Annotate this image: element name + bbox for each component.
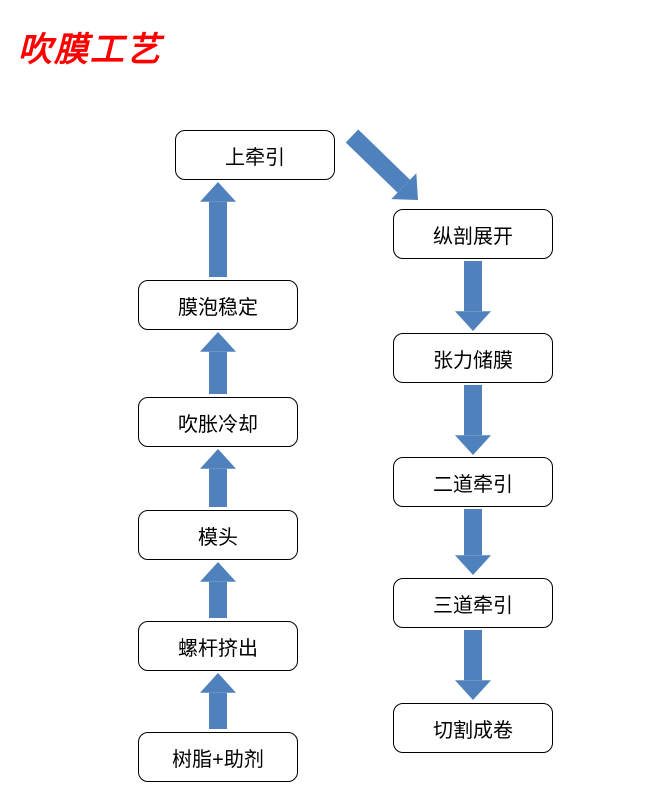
- flow-arrow-n_haul3-n_cut: [455, 630, 491, 705]
- flow-node-n_resin: 树脂+助剂: [138, 732, 298, 782]
- flow-node-n_haul3: 三道牵引: [393, 578, 553, 628]
- flow-arrow-n_haul1-n_slit: [316, 100, 454, 241]
- flow-node-n_screw: 螺杆挤出: [138, 621, 298, 671]
- flow-node-n_inflate: 吹胀冷却: [138, 397, 298, 447]
- flow-arrow-n_resin-n_screw: [200, 673, 236, 734]
- flow-arrow-n_screw-n_die: [200, 562, 236, 623]
- page-title: 吹膜工艺: [18, 22, 162, 71]
- flow-node-n_haul1: 上牵引: [175, 130, 335, 180]
- flow-node-n_bubble: 膜泡稳定: [138, 280, 298, 330]
- flow-node-n_die: 模头: [138, 510, 298, 560]
- flow-arrow-n_tension-n_haul2: [455, 385, 491, 460]
- flow-node-n_cut: 切割成卷: [393, 703, 553, 753]
- flow-node-n_haul2: 二道牵引: [393, 457, 553, 507]
- flow-arrow-n_haul2-n_haul3: [455, 509, 491, 580]
- flow-arrow-n_die-n_inflate: [200, 449, 236, 512]
- flow-arrow-n_inflate-n_bubble: [200, 332, 236, 399]
- flow-node-n_tension: 张力储膜: [393, 333, 553, 383]
- flow-arrow-n_slit-n_tension: [455, 261, 491, 336]
- flow-arrow-n_bubble-n_haul1: [200, 182, 236, 282]
